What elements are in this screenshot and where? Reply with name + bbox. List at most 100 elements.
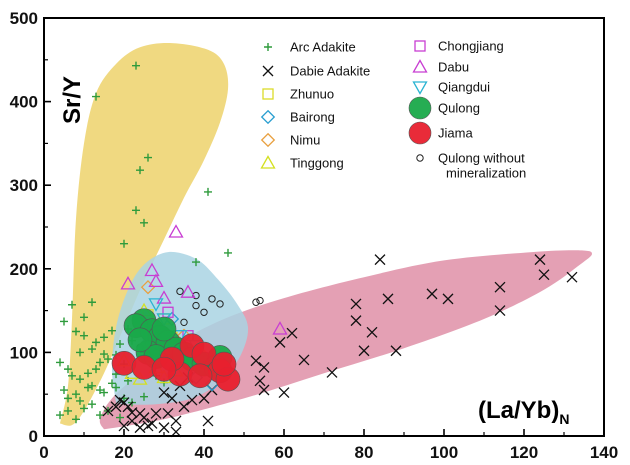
point-jiama	[111, 350, 137, 376]
point-arc-adakite	[116, 340, 124, 349]
point-arc-adakite	[112, 383, 120, 392]
point-dabie-adakite	[278, 387, 290, 398]
legend-label-zhunuo: Zhunuo	[290, 87, 334, 102]
tick-labels: 0 20 40 60 80 100 120 140 0 100 200 300 400 500	[10, 9, 619, 462]
point-dabu	[180, 284, 196, 298]
legend-label-qiangdui: Qiangdui	[438, 80, 490, 95]
point-dabie-adakite	[390, 345, 402, 357]
y-tick-label: 100	[10, 343, 38, 362]
point-arc-adakite	[104, 355, 112, 364]
point-arc-adakite	[100, 333, 108, 342]
series-dabu	[120, 224, 288, 335]
point-dabie-adakite	[258, 361, 270, 373]
y-tick-label: 200	[10, 260, 38, 279]
legend-entry-arc-adakite: Arc Adakite	[264, 40, 356, 55]
point-dabie-adakite	[258, 384, 270, 396]
point-dabie-adakite	[178, 401, 190, 413]
point-dabie-adakite	[150, 407, 162, 419]
point-arc-adakite	[224, 248, 232, 257]
point-arc-adakite	[92, 338, 100, 347]
legend-marker-zhunuo	[262, 88, 274, 100]
point-dabie-adakite	[494, 281, 506, 293]
point-dabie-adakite	[442, 293, 454, 305]
y-axis-label: Sr/Y	[59, 76, 86, 124]
legend-entry-tinggong: Tinggong	[260, 155, 344, 171]
point-dabie-adakite	[202, 415, 214, 427]
point-arc-adakite	[108, 326, 116, 335]
legend-entry-bairong: Bairong	[260, 109, 335, 125]
point-dabie-adakite	[122, 401, 134, 413]
point-arc-adakite	[100, 388, 108, 397]
point-qulong	[151, 316, 177, 342]
point-nimu	[140, 280, 156, 295]
point-arc-adakite	[120, 239, 128, 248]
point-jiama	[151, 356, 177, 382]
point-arc-adakite	[64, 365, 72, 374]
point-arc-adakite	[96, 358, 104, 367]
point-arc-adakite	[84, 383, 92, 392]
point-arc-adakite	[56, 411, 64, 420]
arc-adakite-field	[60, 43, 229, 426]
point-dabu	[144, 262, 160, 277]
point-qulong	[127, 327, 153, 353]
y-tick-label: 300	[10, 176, 38, 195]
legend-label-nimu: Nimu	[290, 133, 320, 148]
point-dabie-adakite	[110, 401, 122, 413]
point-arc-adakite	[96, 411, 104, 420]
x-tick-label: 20	[115, 443, 134, 462]
legend-marker-chongjiang	[414, 40, 426, 52]
legend-entry-dabie-adakite: Dabie Adakite	[262, 64, 370, 79]
point-qulong-without-mineralization	[192, 301, 200, 310]
point-arc-adakite	[64, 406, 72, 415]
point-qulong-without-mineralization	[176, 287, 184, 296]
point-dabie-adakite	[494, 305, 506, 317]
legend-entry-qulong: Qulong	[408, 96, 480, 120]
point-qulong-without-mineralization	[200, 308, 208, 316]
legend: Arc Adakite Dabie Adakite Zhunuo Bairong Nim…	[260, 39, 526, 181]
x-tick-label: 40	[195, 443, 214, 462]
y-tick-label: 500	[10, 9, 38, 28]
point-dabie-adakite	[118, 420, 130, 432]
point-dabie-adakite	[102, 405, 114, 417]
point-arc-adakite	[140, 392, 148, 401]
legend-marker-qulong-without-mineralization	[416, 154, 424, 162]
legend-marker-qiangdui	[412, 81, 428, 95]
legend-entry-chongjiang: Chongjiang	[414, 39, 504, 54]
x-axis-label-main: (La/Yb)	[478, 397, 559, 424]
point-arc-adakite	[76, 396, 84, 405]
legend-marker-tinggong	[260, 155, 276, 169]
point-dabie-adakite	[186, 394, 198, 406]
point-dabie-adakite	[298, 354, 310, 366]
x-tick-label: 0	[39, 443, 48, 462]
legend-label-bairong: Bairong	[290, 110, 335, 125]
point-dabie-adakite	[538, 269, 550, 281]
x-tick-label: 60	[275, 443, 294, 462]
point-arc-adakite	[88, 298, 96, 307]
point-arc-adakite	[100, 350, 108, 359]
legend-marker-jiama	[408, 121, 432, 145]
point-arc-adakite	[192, 258, 200, 267]
point-arc-adakite	[88, 381, 96, 390]
point-dabie-adakite	[254, 375, 266, 387]
legend-label-jiama: Jiama	[438, 126, 473, 141]
legend-entry-qulong-without-mineralization: Qulong without mineralization	[416, 151, 526, 181]
legend-entry-zhunuo: Zhunuo	[262, 87, 334, 102]
point-arc-adakite	[80, 313, 88, 322]
data-points	[56, 61, 578, 438]
x-tick-label: 140	[590, 443, 618, 462]
legend-entry-qiangdui: Qiangdui	[412, 80, 490, 95]
point-arc-adakite	[204, 187, 212, 196]
legend-marker-bairong	[260, 109, 276, 125]
point-arc-adakite	[76, 375, 84, 384]
y-tick-label: 400	[10, 93, 38, 112]
point-arc-adakite	[116, 413, 124, 422]
point-arc-adakite	[68, 371, 76, 380]
y-tick-label: 0	[29, 427, 38, 446]
point-arc-adakite	[92, 92, 100, 101]
point-arc-adakite	[60, 386, 68, 395]
point-dabie-adakite	[366, 326, 378, 338]
legend-marker-dabie-adakite	[262, 65, 274, 77]
point-qulong-without-mineralization	[192, 291, 200, 300]
point-dabie-adakite	[426, 288, 438, 300]
point-dabie-adakite	[250, 355, 262, 367]
